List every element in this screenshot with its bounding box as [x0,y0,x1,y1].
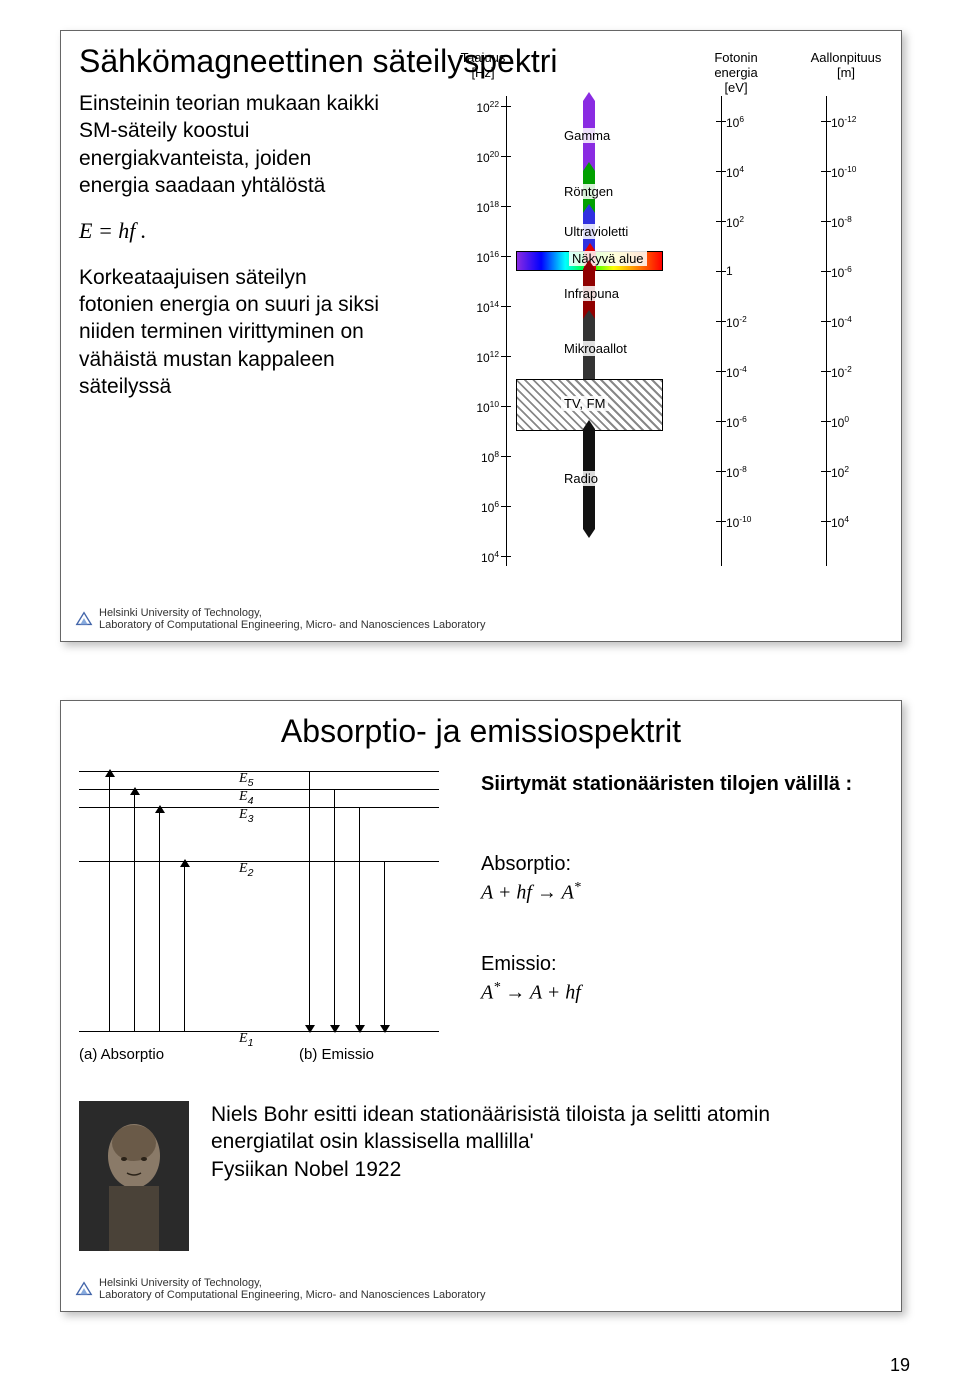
logo-icon [75,610,93,628]
slide-absorption-emission: Absorptio- ja emissiospektrit E5E4E3E2E1… [60,700,902,1312]
energy-level-diagram: E5E4E3E2E1 (a) Absorptio (b) Emissio [79,771,439,1071]
logo-icon [75,1280,93,1298]
absorption-eq: A + hf → A* [481,879,581,906]
wave-header: Aallonpituus [m] [801,51,891,81]
emi-arrow [384,861,385,1031]
slide1-para1: Einsteinin teorian mukaan kaikki SM-säte… [79,90,379,199]
slide1-eq: E = hf . [79,217,379,246]
wave-axis [826,96,827,566]
abs-arrow [159,807,160,1031]
caption-absorptio: (a) Absorptio [79,1046,164,1063]
freq-axis [506,96,507,566]
emi-arrow [334,789,335,1031]
page-number: 19 [890,1355,910,1376]
bohr-bio: Niels Bohr esitti idean stationäärisistä… [211,1101,871,1183]
freq-header: Taajuus [Hz] [453,51,513,81]
transitions-heading: Siirtymät stationääristen tilojen välill… [481,771,881,797]
energy-header: Fotonin energia [eV] [701,51,771,96]
abs-arrow [134,789,135,1031]
bohr-portrait [79,1101,189,1251]
emission-label: Emissio: [481,951,557,977]
caption-emissio: (b) Emissio [299,1046,374,1063]
em-spectrum-diagram: Taajuus [Hz] Fotonin energia [eV] Aallon… [401,51,891,591]
emission-eq: A* → A + hf [481,979,581,1006]
abs-arrow [184,861,185,1031]
slide-em-spectrum: Sähkömagneettinen säteilyspektri Einstei… [60,30,902,642]
abs-arrow [109,771,110,1031]
absorption-label: Absorptio: [481,851,571,877]
energy-axis [721,96,722,566]
slide2-title: Absorptio- ja emissiospektrit [79,713,883,750]
slide2-footer: Helsinki University of Technology, Labor… [75,1277,485,1301]
emi-arrow [359,807,360,1031]
slide1-footer: Helsinki University of Technology, Labor… [75,607,485,631]
emi-arrow [309,771,310,1031]
slide1-para2: Korkeataajuisen säteilyn fotonien energi… [79,264,379,400]
